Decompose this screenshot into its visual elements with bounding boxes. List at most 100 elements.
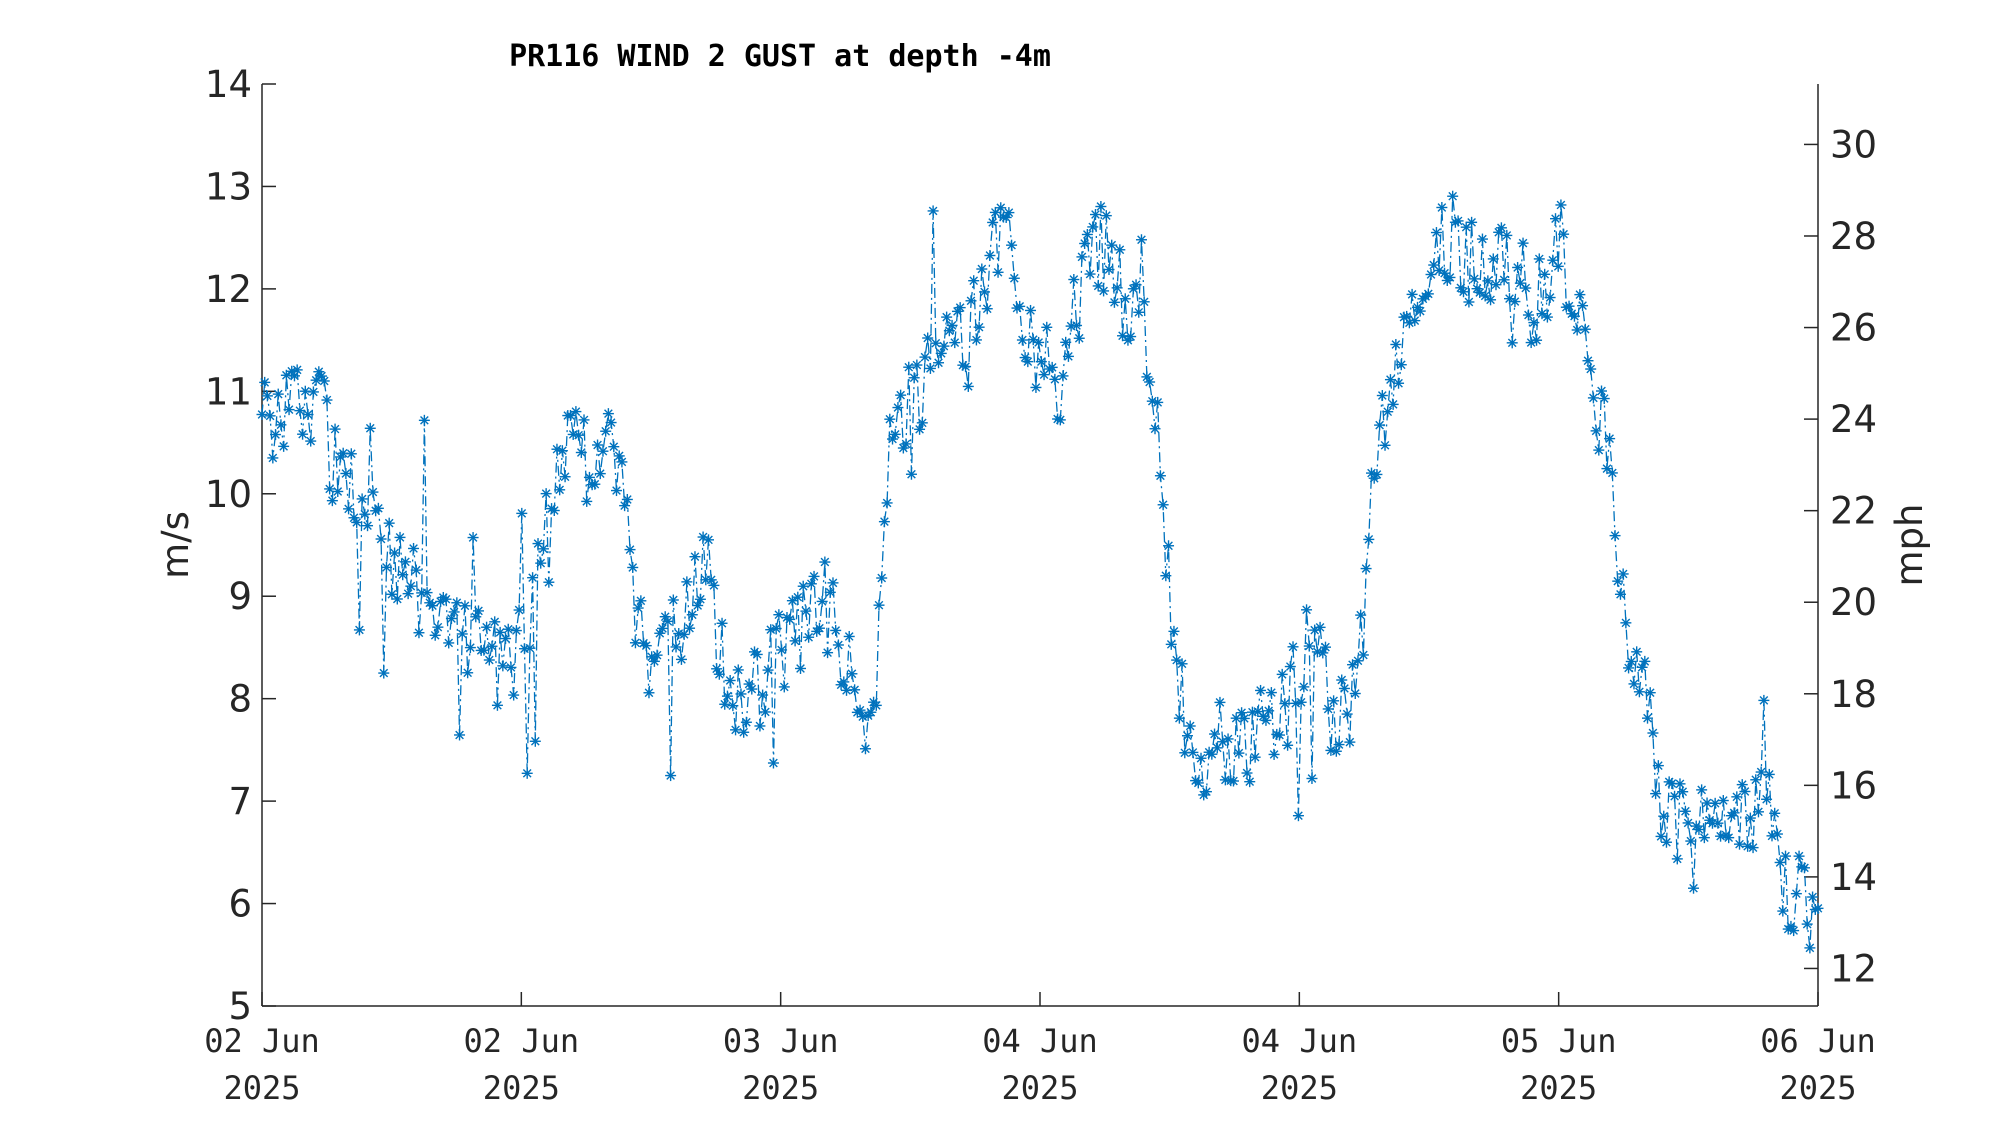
data-point: [670, 641, 682, 653]
data-point: [570, 406, 582, 418]
y-right-tick-label: 28: [1830, 215, 1877, 258]
data-point: [1650, 788, 1662, 800]
data-point: [1804, 942, 1816, 954]
data-point: [556, 445, 568, 457]
data-point: [716, 617, 728, 629]
data-point: [1509, 296, 1521, 308]
data-point: [1079, 237, 1091, 249]
data-point: [329, 423, 341, 435]
data-point: [1144, 376, 1156, 388]
data-point: [1674, 778, 1686, 790]
data-point: [483, 654, 495, 666]
data-point: [275, 419, 287, 431]
data-point: [686, 609, 698, 621]
data-point: [965, 295, 977, 307]
data-point: [543, 576, 555, 588]
data-point: [1585, 363, 1597, 375]
data-point: [992, 266, 1004, 278]
data-point: [727, 700, 739, 712]
data-point: [730, 724, 742, 736]
data-point: [1628, 678, 1640, 690]
data-point: [759, 706, 771, 718]
data-point: [389, 547, 401, 559]
data-point: [1522, 309, 1534, 321]
data-point: [405, 580, 417, 592]
data-point: [1003, 207, 1015, 219]
data-point: [1282, 739, 1294, 751]
data-point: [979, 286, 991, 298]
data-point: [1771, 828, 1783, 840]
data-point: [1374, 419, 1386, 431]
data-point: [922, 332, 934, 344]
x-tick-label-year: 2025: [1261, 1069, 1338, 1107]
data-point: [895, 389, 907, 401]
data-point: [278, 440, 290, 452]
data-point: [830, 624, 842, 636]
data-point: [884, 413, 896, 425]
data-point: [1798, 862, 1810, 874]
data-point: [1276, 668, 1288, 680]
data-point: [970, 334, 982, 346]
data-point: [581, 495, 593, 507]
x-tick-label-year: 2025: [1779, 1069, 1856, 1107]
series-line: [261, 196, 1819, 948]
data-point: [521, 767, 533, 779]
data-point: [713, 668, 725, 680]
data-point: [1541, 311, 1553, 323]
data-point: [962, 380, 974, 392]
y-axis-label-right: mph: [1888, 504, 1931, 587]
data-point: [1054, 414, 1066, 426]
data-point: [353, 624, 365, 636]
data-point: [1111, 282, 1123, 294]
data-point: [1660, 836, 1672, 848]
data-point: [930, 337, 942, 349]
data-point: [1669, 790, 1681, 802]
data-point: [616, 456, 628, 468]
data-point: [673, 628, 685, 640]
data-point: [1260, 714, 1272, 726]
data-point: [467, 532, 479, 544]
data-point: [1698, 832, 1710, 844]
data-point: [1303, 640, 1315, 652]
data-point: [754, 720, 766, 732]
data-point: [1547, 254, 1559, 266]
data-point: [1089, 209, 1101, 221]
data-point: [605, 417, 617, 429]
data-point: [345, 448, 357, 460]
data-point: [1106, 239, 1118, 251]
data-point: [1252, 706, 1264, 718]
data-point: [1409, 315, 1421, 327]
data-point: [1295, 696, 1307, 708]
data-point: [1376, 390, 1388, 402]
data-point: [803, 631, 815, 643]
data-point: [1322, 703, 1334, 715]
data-point: [1181, 730, 1193, 742]
data-point: [1644, 687, 1656, 699]
data-point: [351, 516, 363, 528]
data-point: [1184, 720, 1196, 732]
data-point: [1666, 778, 1678, 790]
data-point: [1349, 688, 1361, 700]
data-point: [375, 533, 387, 545]
data-point: [1506, 337, 1518, 349]
data-point: [657, 622, 669, 634]
data-point: [1617, 568, 1629, 580]
data-point: [1677, 786, 1689, 798]
data-point: [819, 556, 831, 568]
data-point: [1165, 638, 1177, 650]
data-point: [919, 351, 931, 363]
data-point: [1476, 233, 1488, 245]
data-point: [1790, 888, 1802, 900]
data-point: [1025, 304, 1037, 316]
data-point: [394, 531, 406, 543]
y-tick-label: 13: [205, 165, 252, 208]
data-point: [946, 319, 958, 331]
data-point: [326, 495, 338, 507]
data-point: [681, 576, 693, 588]
data-point: [984, 249, 996, 261]
data-point: [911, 359, 923, 371]
data-point: [608, 441, 620, 453]
data-point: [1744, 812, 1756, 824]
data-point: [413, 627, 425, 639]
data-point: [708, 579, 720, 591]
